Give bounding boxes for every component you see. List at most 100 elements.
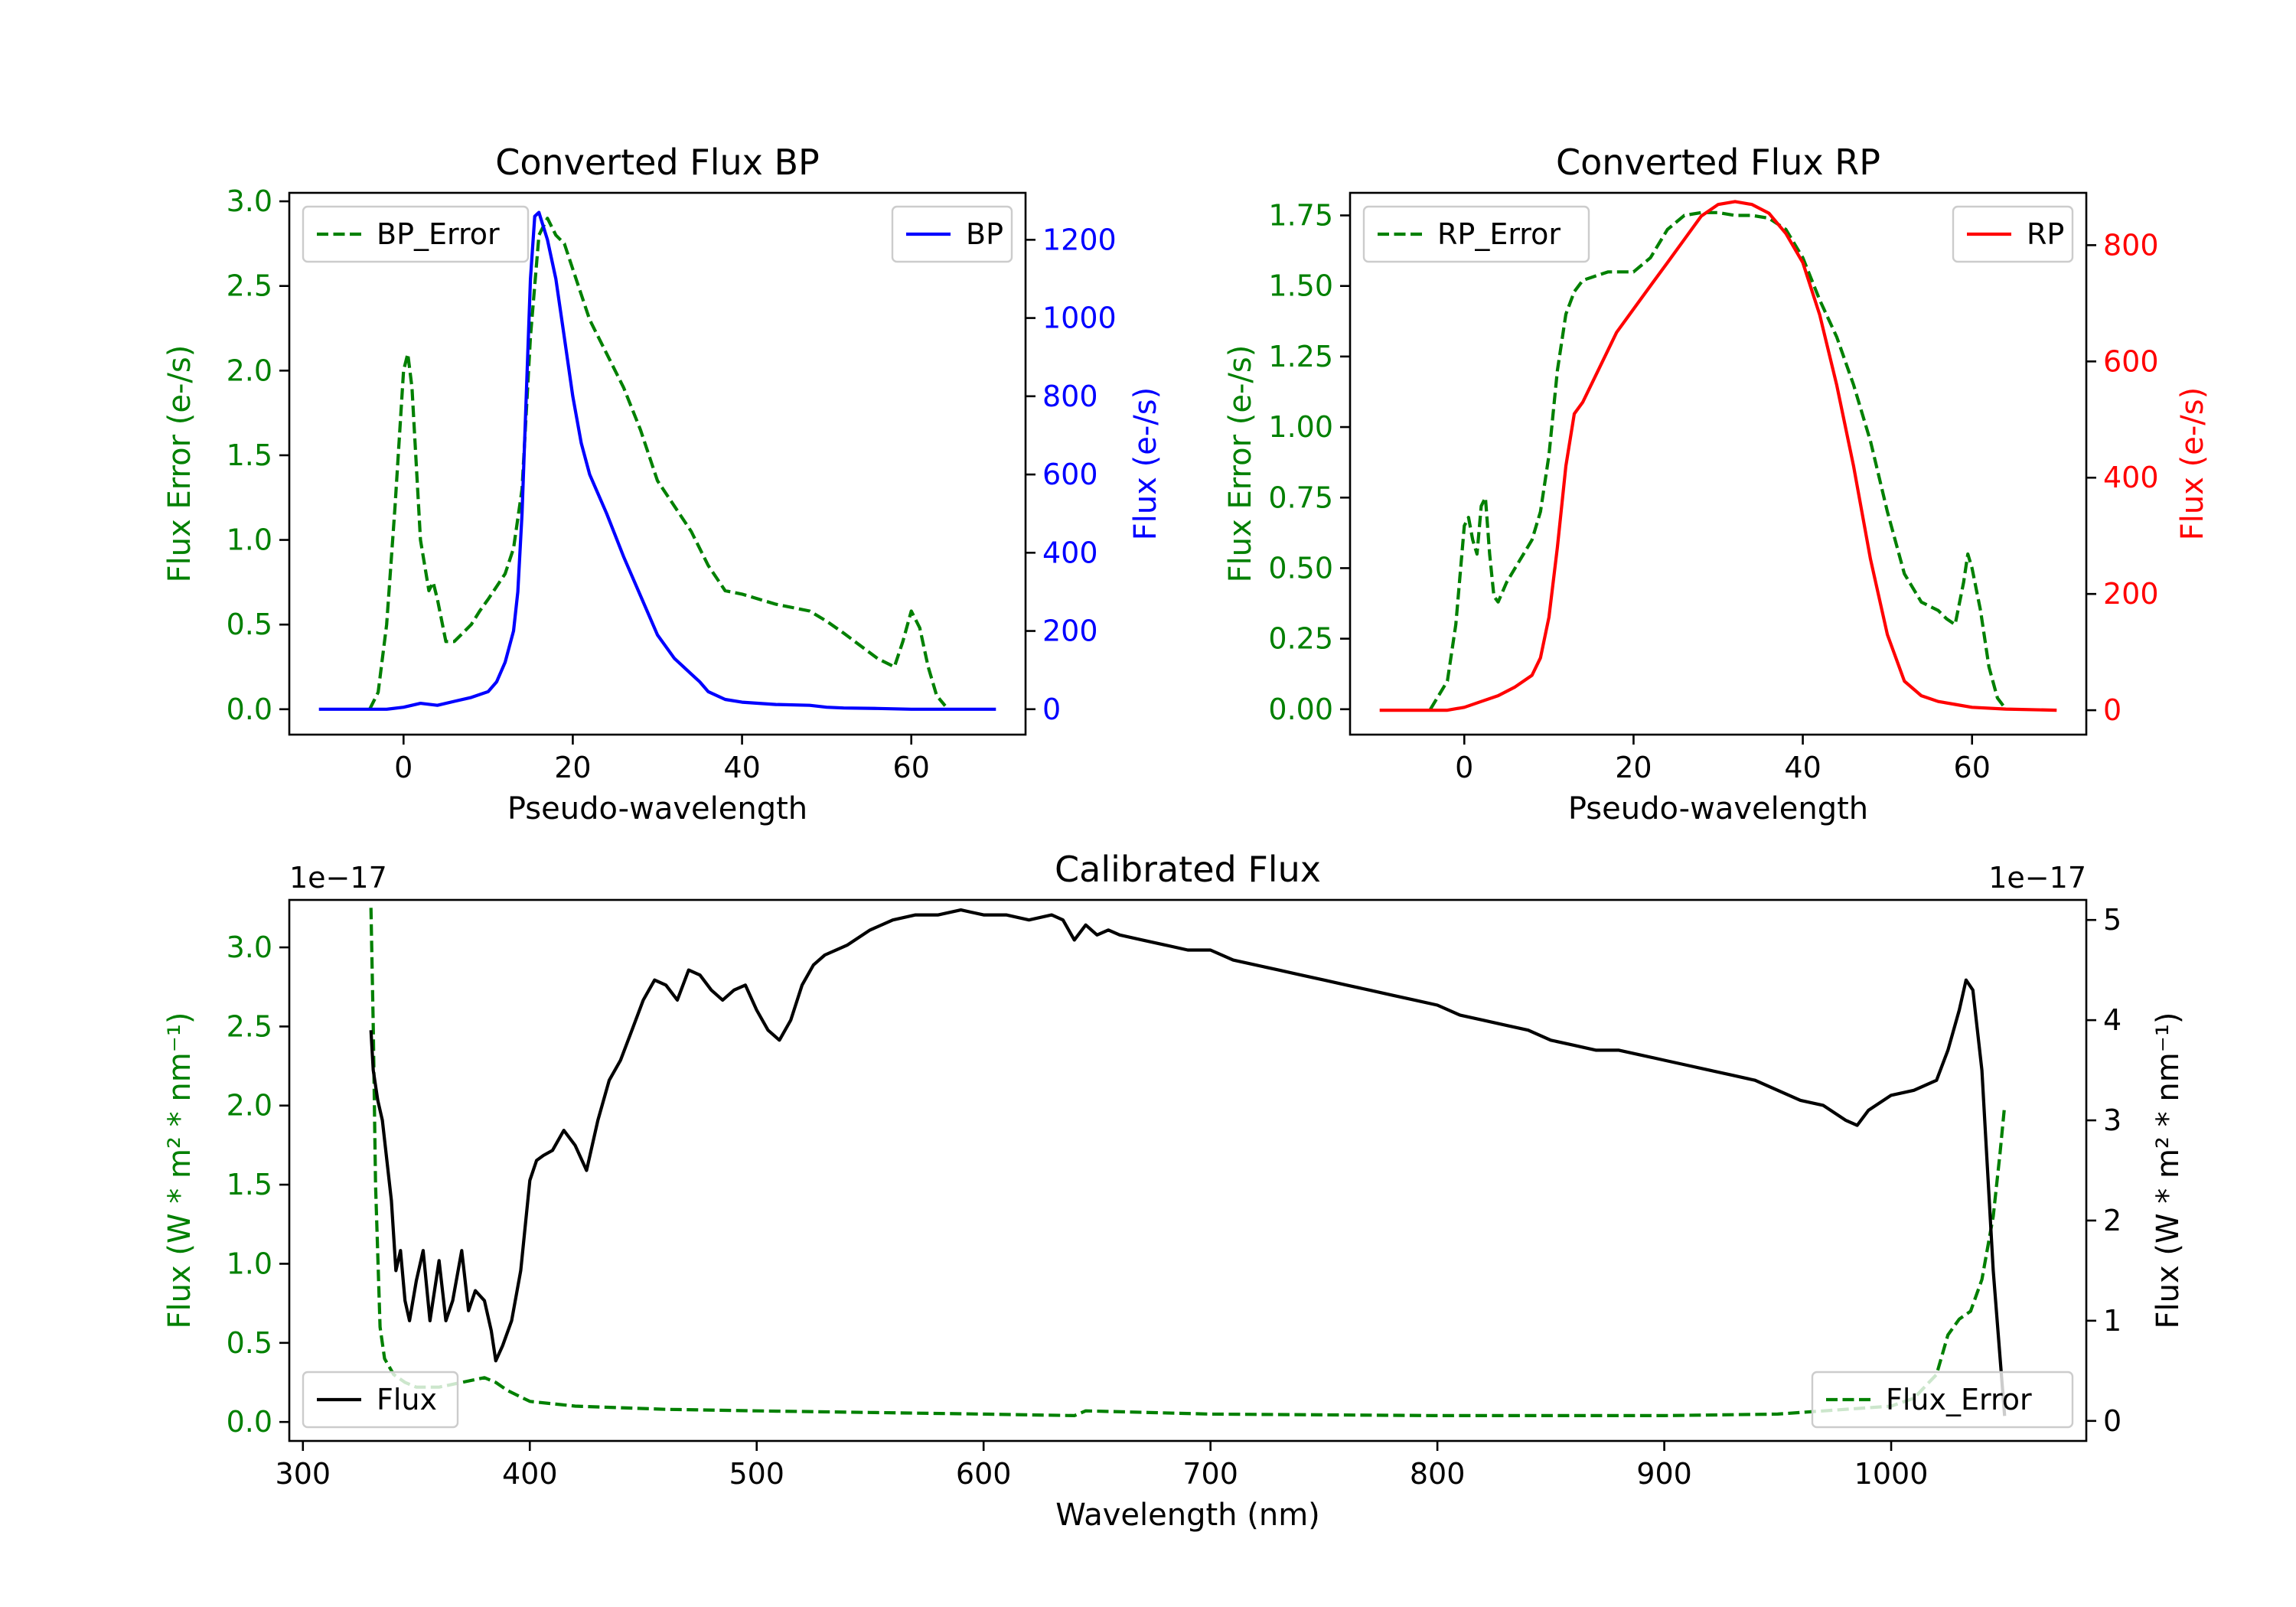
series-line-flux-error	[369, 908, 2007, 1418]
x-tick-label: 20	[1615, 751, 1652, 784]
y-left-tick-label: 3.0	[227, 931, 272, 964]
x-tick-label: 700	[1182, 1457, 1238, 1491]
y-left-axis-label: Flux Error (e-/s)	[1223, 345, 1258, 583]
y-left-tick-label: 1.0	[227, 1247, 272, 1280]
plot-frame	[1349, 191, 2088, 736]
series-line-rp	[1379, 200, 2057, 712]
x-tick-label: 60	[1954, 751, 1991, 784]
y-right-tick-label: 600	[1042, 458, 1098, 491]
legend-rp-error: RP_Error	[1362, 205, 1590, 263]
y-right-tick-label: 2	[2103, 1204, 2122, 1237]
y-left-tick-label: 3.0	[227, 184, 272, 218]
y-left-tick-label: 1.0	[227, 523, 272, 557]
y-right-tick-label: 400	[1042, 536, 1098, 569]
legend-bp-error: BP_Error	[302, 205, 530, 263]
y-left-tick-label: 1.25	[1268, 340, 1333, 373]
y-right-axis-label: Flux (e-/s)	[1128, 387, 1163, 540]
y-left-tick-label: 0.50	[1268, 551, 1333, 585]
y-right-tick-label: 5	[2103, 903, 2122, 937]
legend-label: BP_Error	[377, 217, 500, 251]
y-left-axis-label: Flux Error (e-/s)	[162, 345, 197, 583]
y-right-tick-label: 200	[1042, 614, 1098, 648]
x-tick-label: 20	[554, 751, 591, 784]
y-left-tick-label: 1.5	[227, 438, 272, 472]
y-left-tick-label: 0.0	[227, 693, 272, 726]
y-right-tick-label: 400	[2103, 461, 2159, 494]
y-right-tick-label: 600	[2103, 344, 2159, 378]
legend-flux-error: Flux_Error	[1811, 1371, 2074, 1429]
y-right-tick-label: 1200	[1042, 223, 1117, 256]
y-right-tick-label: 200	[2103, 577, 2159, 611]
plot-frame	[288, 898, 2088, 1442]
legend-box	[302, 1371, 459, 1429]
x-tick-label: 1000	[1854, 1457, 1929, 1491]
legend-box	[1811, 1371, 2074, 1429]
x-tick-label: 400	[502, 1457, 558, 1491]
x-tick-label: 800	[1410, 1457, 1466, 1491]
y-right-tick-label: 1000	[1042, 302, 1117, 335]
x-axis-label: Pseudo-wavelength	[507, 791, 807, 826]
legend-label: BP	[966, 217, 1003, 251]
y-left-tick-label: 1.75	[1268, 199, 1333, 233]
y-left-axis-label: Flux (W * m² * nm⁻¹)	[162, 1012, 197, 1329]
y-right-axis-label: Flux (e-/s)	[2175, 387, 2210, 540]
offset-label-left: 1e−17	[289, 861, 387, 895]
y-left-tick-label: 1.00	[1268, 410, 1333, 444]
chart-panel-2: 0 20 40 60 0.00 0.25 0.50 0.75 1.00 1.25 1.50 1.75 0…	[1223, 142, 2210, 826]
y-left-tick-label: 0.5	[227, 1326, 272, 1360]
legend-box	[891, 205, 1013, 263]
x-tick-label: 600	[956, 1457, 1012, 1491]
y-right-tick-label: 4	[2103, 1003, 2122, 1037]
plot-frame	[288, 191, 1027, 736]
y-left-tick-label: 0.25	[1268, 622, 1333, 656]
x-tick-label: 300	[276, 1457, 331, 1491]
series-line-flux	[369, 908, 2007, 1416]
offset-label-right: 1e−17	[1988, 861, 2086, 895]
series-line-rp-error	[1429, 210, 2007, 711]
y-left-tick-label: 0.75	[1268, 481, 1333, 514]
y-right-tick-label: 0	[2103, 1404, 2122, 1438]
legend-box	[1362, 205, 1590, 263]
y-left-tick-label: 2.5	[227, 269, 272, 303]
y-right-tick-label: 800	[1042, 380, 1098, 413]
y-left-tick-label: 2.0	[227, 1089, 272, 1123]
y-right-tick-label: 800	[2103, 228, 2159, 262]
legend-label: Flux	[377, 1383, 437, 1416]
x-tick-label: 500	[729, 1457, 784, 1491]
legend-label: RP	[2027, 217, 2064, 251]
x-tick-label: 40	[1784, 751, 1821, 784]
y-left-tick-label: 2.0	[227, 354, 272, 387]
chart-title: Converted Flux RP	[1556, 142, 1880, 183]
y-right-tick-label: 0	[2103, 693, 2122, 727]
x-tick-label: 0	[1455, 751, 1473, 784]
y-left-tick-label: 0.00	[1268, 693, 1333, 726]
chart-panel-1: 0 20 40 60 0.0 0.5 1.0 1.5 2.0 2.5 3.0 0 200 400 600 80…	[162, 142, 1163, 826]
y-left-tick-label: 0.5	[227, 608, 272, 641]
legend-rp: RP	[1952, 205, 2074, 263]
legend-box	[1952, 205, 2074, 263]
legend-flux: Flux	[302, 1371, 459, 1429]
chart-panel-3: 300 400 500 600 700 800 900 1000 0.0 0.5 1.0 1.5 2.0…	[162, 849, 2186, 1533]
legend-box	[302, 205, 530, 263]
y-left-tick-label: 2.5	[227, 1009, 272, 1043]
series-line-bp-error	[368, 217, 947, 710]
y-right-axis-label: Flux (W * m² * nm⁻¹)	[2151, 1012, 2186, 1329]
y-left-tick-label: 0.0	[227, 1405, 272, 1439]
x-axis-label: Wavelength (nm)	[1055, 1498, 1320, 1533]
x-tick-label: 900	[1636, 1457, 1692, 1491]
legend-bp: BP	[891, 205, 1013, 263]
y-left-tick-label: 1.5	[227, 1168, 272, 1201]
legend-label: Flux_Error	[1886, 1383, 2032, 1416]
x-tick-label: 60	[893, 751, 930, 784]
chart-title: Calibrated Flux	[1055, 849, 1321, 890]
x-tick-label: 0	[394, 751, 413, 784]
x-axis-label: Pseudo-wavelength	[1568, 791, 1868, 826]
y-right-tick-label: 1	[2103, 1304, 2122, 1338]
chart-title: Converted Flux BP	[495, 142, 820, 183]
series-line-bp	[318, 210, 996, 711]
y-right-tick-label: 0	[1042, 693, 1061, 726]
legend-label: RP_Error	[1437, 217, 1561, 251]
x-tick-label: 40	[723, 751, 760, 784]
y-right-tick-label: 3	[2103, 1103, 2122, 1137]
